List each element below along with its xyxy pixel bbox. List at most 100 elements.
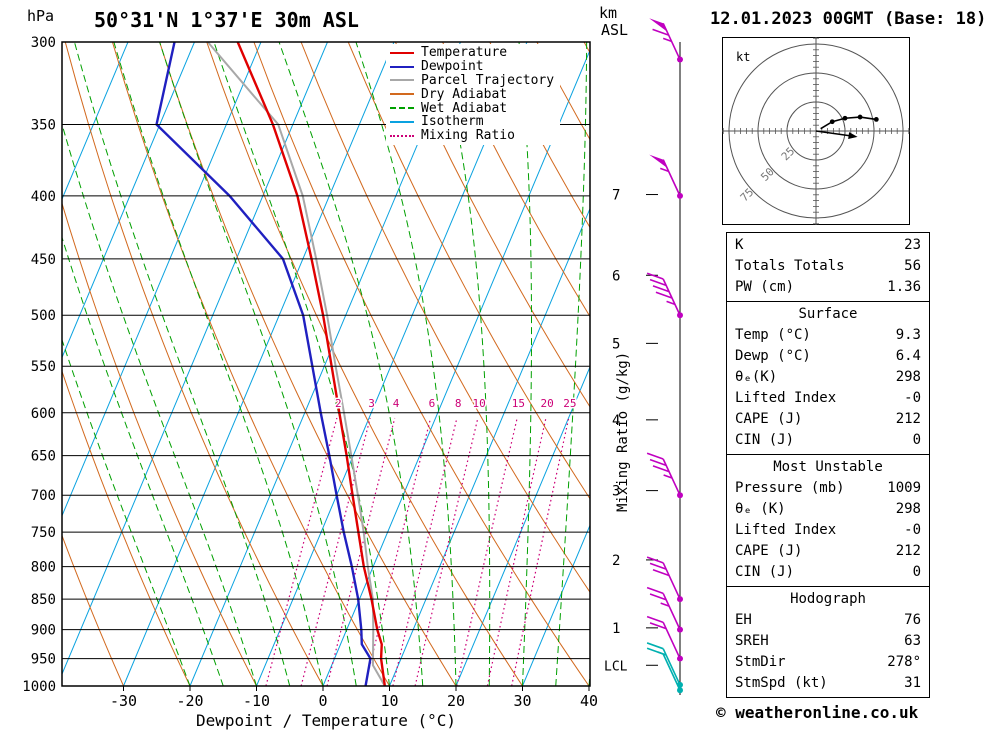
row-value: 31 xyxy=(904,675,921,691)
table-section-most-unstable: Most Unstable Pressure (mb) 1009 θₑ (K) 29… xyxy=(727,454,929,586)
svg-text:650: 650 xyxy=(31,449,56,465)
row-label: Dewp (°C) xyxy=(735,348,811,364)
row-label: θₑ(K) xyxy=(735,369,778,385)
km-unit-label: km xyxy=(599,4,618,22)
parcel-trajectory-line xyxy=(207,42,386,686)
row-label: SREH xyxy=(735,633,769,649)
svg-text:3: 3 xyxy=(612,484,620,500)
svg-text:40: 40 xyxy=(580,692,598,710)
altitude-axis-unit: km ASL xyxy=(599,5,628,39)
legend-item-parcel: Parcel Trajectory xyxy=(390,73,554,88)
row-value: 6.4 xyxy=(895,348,921,364)
row-value: 0 xyxy=(912,564,921,580)
row-label: EH xyxy=(735,612,752,628)
copyright: © weatheronline.co.uk xyxy=(716,703,919,722)
row-value: 212 xyxy=(895,543,921,559)
svg-text:950: 950 xyxy=(31,652,56,668)
row-value: -0 xyxy=(904,390,921,406)
legend-label: Temperature xyxy=(421,45,508,61)
dewpoint-line-swatch xyxy=(390,65,414,68)
legend-item-dewpoint: Dewpoint xyxy=(390,59,554,74)
table-row: StmSpd (kt) 31 xyxy=(727,673,929,694)
row-value: -0 xyxy=(904,522,921,538)
row-value: 212 xyxy=(895,411,921,427)
svg-text:-30: -30 xyxy=(110,692,137,710)
svg-text:25: 25 xyxy=(563,397,576,410)
svg-text:2: 2 xyxy=(612,553,620,569)
legend-item-wet-adiabat: Wet Adiabat xyxy=(390,100,554,116)
legend: Temperature Dewpoint Parcel Trajectory D… xyxy=(386,44,561,145)
table-row: PW (cm) 1.36 xyxy=(727,277,929,298)
table-row: CIN (J) 0 xyxy=(727,430,929,451)
svg-text:10: 10 xyxy=(380,692,398,710)
table-section-hodograph: Hodograph EH 76 SREH 63 StmDir 278° StmSpd … xyxy=(727,586,929,697)
svg-text:600: 600 xyxy=(31,406,56,422)
table-row: CAPE (J) 212 xyxy=(727,409,929,430)
pressure-axis-unit: hPa xyxy=(27,7,55,25)
table-row: SREH 63 xyxy=(727,631,929,652)
svg-text:4: 4 xyxy=(612,413,620,429)
table-section-general: K 23 Totals Totals 56 PW (cm) 1.36 xyxy=(727,233,929,301)
mixing-ratio-axis-label: Mixing Ratio (g/kg) xyxy=(615,351,631,513)
svg-text:800: 800 xyxy=(31,560,56,576)
svg-text:500: 500 xyxy=(31,308,56,324)
legend-label: Wet Adiabat xyxy=(421,100,508,116)
table-row: CAPE (J) 212 xyxy=(727,541,929,562)
section-header: Most Unstable xyxy=(773,459,883,475)
row-value: 0 xyxy=(912,432,921,448)
table-row: EH 76 xyxy=(727,610,929,631)
table-row: Temp (°C) 9.3 xyxy=(727,325,929,346)
svg-text:550: 550 xyxy=(31,359,56,375)
table-row: Lifted Index -0 xyxy=(727,520,929,541)
section-header: Surface xyxy=(798,306,858,322)
row-value: 298 xyxy=(895,501,921,517)
row-label: StmSpd (kt) xyxy=(735,675,828,691)
svg-text:8: 8 xyxy=(455,397,462,410)
section-header: Hodograph xyxy=(790,591,866,607)
svg-text:7: 7 xyxy=(612,188,620,204)
temperature-line xyxy=(236,42,387,686)
temperature-line-swatch xyxy=(390,51,414,54)
row-value: 278° xyxy=(887,654,921,670)
svg-text:0: 0 xyxy=(318,692,327,710)
table-row: Totals Totals 56 xyxy=(727,256,929,277)
svg-text:6: 6 xyxy=(429,397,436,410)
svg-text:850: 850 xyxy=(31,592,56,608)
datetime-title: 12.01.2023 00GMT (Base: 18) xyxy=(710,9,987,29)
svg-text:10: 10 xyxy=(473,397,486,410)
plot-border xyxy=(61,41,591,687)
row-value: 56 xyxy=(904,258,921,274)
mixing-ratio-labels: 2 3 4 6 8 10 15 20 25 xyxy=(333,395,578,411)
wind-barbs xyxy=(646,18,683,694)
svg-text:2: 2 xyxy=(335,397,342,410)
legend-label: Isotherm xyxy=(421,114,484,130)
legend-label: Mixing Ratio xyxy=(421,128,515,144)
table-row: Dewp (°C) 6.4 xyxy=(727,346,929,367)
isotherm-line-swatch xyxy=(390,120,414,123)
dewpoint-line xyxy=(155,42,372,686)
row-value: 76 xyxy=(904,612,921,628)
svg-text:-10: -10 xyxy=(243,692,270,710)
svg-text:4: 4 xyxy=(393,397,400,410)
row-value: 298 xyxy=(895,369,921,385)
svg-text:1: 1 xyxy=(612,621,620,637)
row-value: 9.3 xyxy=(895,327,921,343)
legend-item-dry-adiabat: Dry Adiabat xyxy=(390,86,554,102)
legend-item-isotherm: Isotherm xyxy=(390,114,554,130)
svg-text:15: 15 xyxy=(512,397,525,410)
table-row: Lifted Index -0 xyxy=(727,388,929,409)
row-label: Pressure (mb) xyxy=(735,480,845,496)
indices-table: K 23 Totals Totals 56 PW (cm) 1.36 Surface … xyxy=(726,232,930,698)
row-label: PW (cm) xyxy=(735,279,795,295)
table-section-surface: Surface Temp (°C) 9.3 Dewp (°C) 6.4 θₑ(K) 2… xyxy=(727,301,929,454)
table-row: K 23 xyxy=(727,235,929,256)
legend-label: Dry Adiabat xyxy=(421,86,508,102)
row-value: 1009 xyxy=(887,480,921,496)
mixing-ratio-line-swatch xyxy=(390,134,414,137)
svg-text:20: 20 xyxy=(540,397,553,410)
table-row: CIN (J) 0 xyxy=(727,562,929,583)
legend-item-temperature: Temperature xyxy=(390,45,554,61)
parcel-line-swatch xyxy=(390,79,414,82)
